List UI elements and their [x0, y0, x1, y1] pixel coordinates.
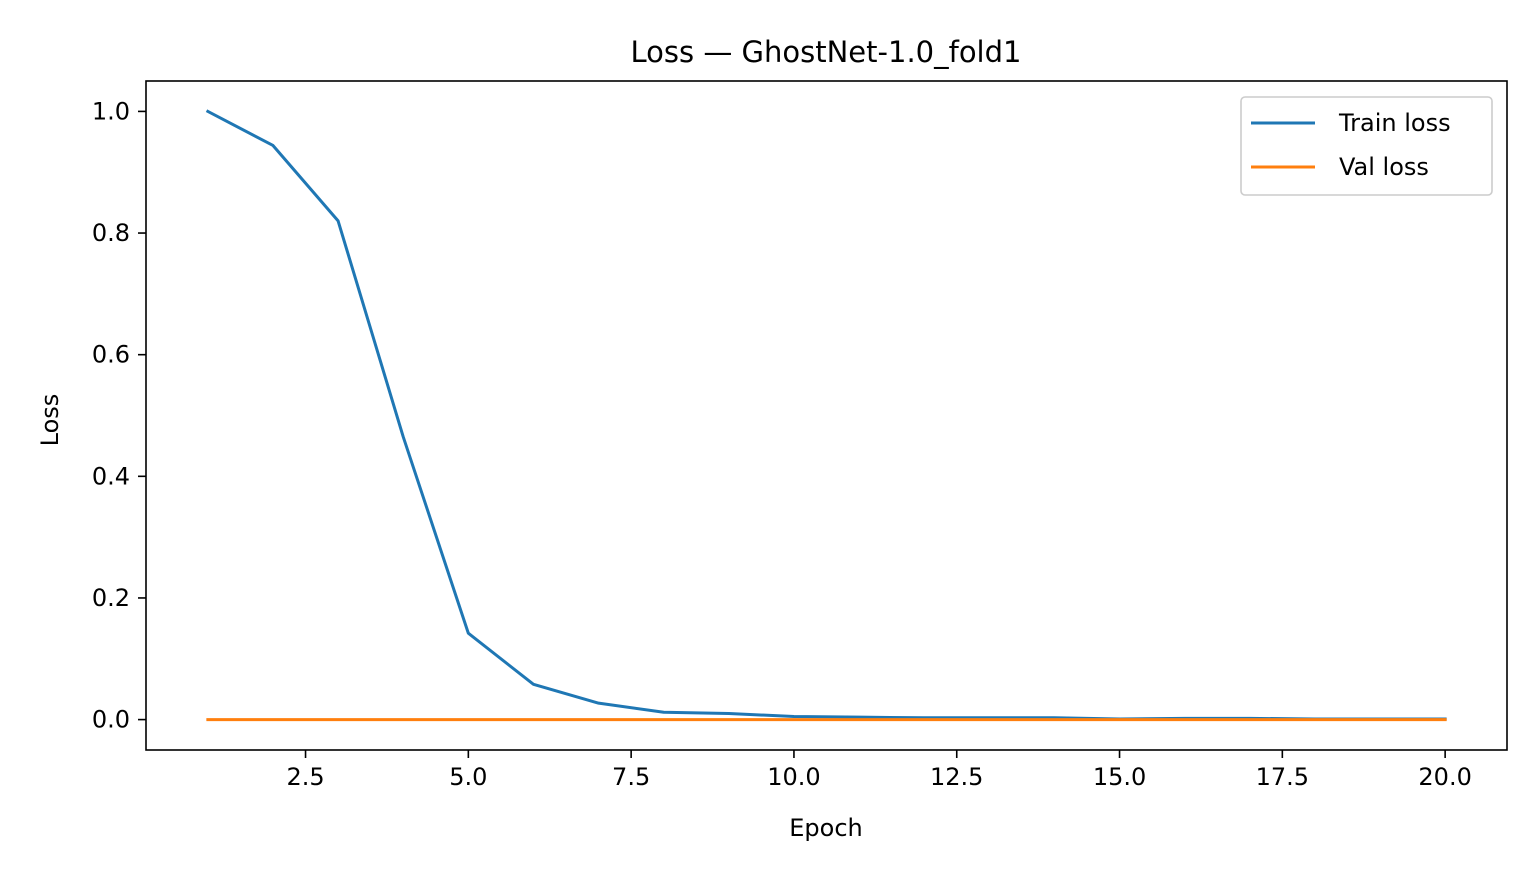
- x-tick-label: 15.0: [1093, 763, 1146, 791]
- y-tick-label: 0.8: [92, 219, 130, 247]
- chart-title: Loss — GhostNet-1.0_fold1: [631, 35, 1022, 69]
- x-tick-label: 10.0: [767, 763, 820, 791]
- y-tick-label: 0.0: [92, 706, 130, 734]
- x-axis: 2.5 5.0 7.5 10.0 12.5 15.0 17.5 20.0: [286, 750, 1472, 791]
- y-tick-label: 0.4: [92, 462, 130, 490]
- y-axis-label: Loss: [36, 394, 64, 447]
- y-tick-label: 0.2: [92, 584, 130, 612]
- x-tick-label: 2.5: [286, 763, 324, 791]
- x-axis-label: Epoch: [789, 814, 863, 842]
- plot-frame: [145, 80, 1508, 751]
- x-tick-label: 20.0: [1418, 763, 1471, 791]
- x-tick-label: 17.5: [1256, 763, 1309, 791]
- x-tick-label: 5.0: [449, 763, 487, 791]
- y-axis: 0.0 0.2 0.4 0.6 0.8 1.0: [92, 97, 146, 734]
- y-tick-label: 0.6: [92, 341, 130, 369]
- y-tick-label: 1.0: [92, 97, 130, 125]
- legend: Train loss Val loss: [1240, 96, 1493, 196]
- x-tick-label: 7.5: [612, 763, 650, 791]
- x-tick-label: 12.5: [930, 763, 983, 791]
- legend-label: Val loss: [1339, 153, 1429, 181]
- plot-area: [205, 109, 1447, 722]
- legend-label: Train loss: [1338, 109, 1451, 137]
